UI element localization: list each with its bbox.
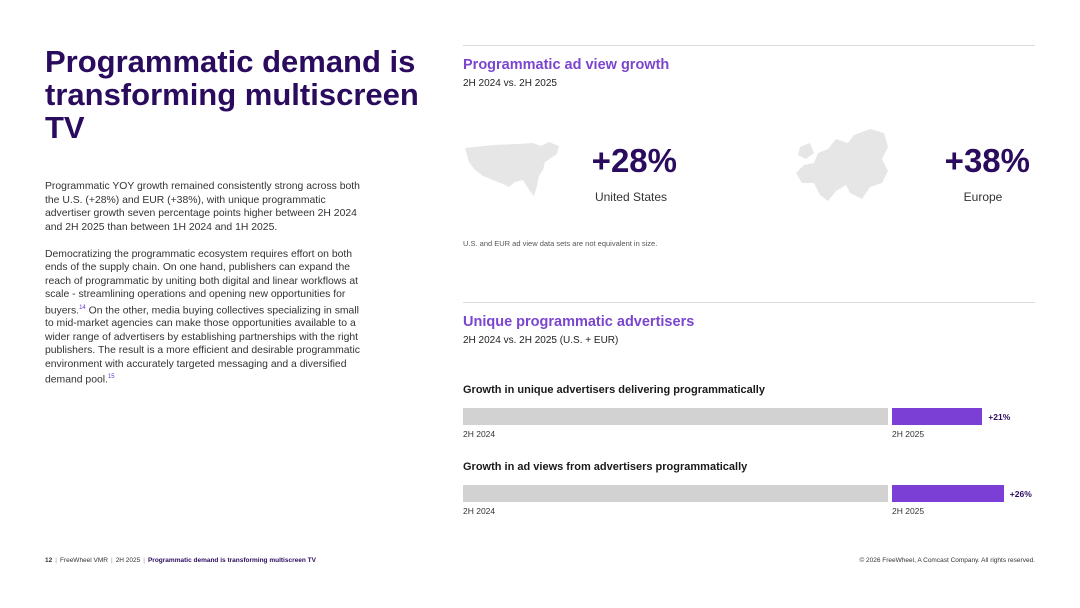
chart-2-bar-2h-2025: [892, 485, 1004, 502]
europe-label: Europe: [963, 190, 1003, 204]
chart-2-title: Growth in ad views from advertisers prog…: [463, 461, 748, 473]
ad-view-growth-subtitle: 2H 2024 vs. 2H 2025: [463, 78, 557, 89]
us-label: United States: [594, 190, 668, 204]
chart-1-bar-2h-2024: [463, 408, 888, 425]
data-set-footnote: U.S. and EUR ad view data sets are not e…: [463, 239, 658, 248]
chart-2-label-2h-2024: 2H 2024: [463, 506, 496, 516]
paragraph-2-part-a: Democratizing the programmatic ecosystem…: [45, 248, 359, 316]
page-title: Programmatic demand is transforming mult…: [45, 44, 419, 145]
paragraph-2: Democratizing the programmatic ecosystem…: [45, 248, 370, 388]
footer-doc-title: Programmatic demand is transforming mult…: [147, 557, 316, 564]
ad-view-growth-title: Programmatic ad view growth: [463, 57, 670, 73]
footer-copyright: © 2026 FreeWheel, A Comcast Company. All…: [859, 557, 1035, 564]
us-map-icon: [465, 142, 559, 196]
section-divider-top: [463, 45, 1035, 46]
footer-left: 12 | FreeWheel VMR | 2H 2025 | Programmatic de…: [45, 557, 316, 564]
europe-map-icon: [796, 129, 888, 201]
body-text: Programmatic YOY growth remained consist…: [45, 180, 370, 401]
footer-publisher: FreeWheel VMR: [59, 557, 108, 564]
footnote-ref-14[interactable]: 14: [79, 304, 86, 311]
section-divider-middle: [463, 302, 1035, 303]
chart-2-bar-2h-2024: [463, 485, 888, 502]
chart-1-label-2h-2024: 2H 2024: [463, 429, 496, 439]
chart-1-growth-label: +21%: [988, 412, 1011, 422]
footer-period: 2H 2025: [115, 557, 141, 564]
chart-2-growth-label: +26%: [1009, 489, 1032, 499]
paragraph-1: Programmatic YOY growth remained consist…: [45, 181, 360, 233]
footnote-ref-15[interactable]: 15: [107, 374, 115, 381]
chart-1-label-2h-2025: 2H 2025: [892, 429, 925, 439]
paragraph-2-part-b: On the other, media buying collectives s…: [45, 304, 360, 386]
unique-advertisers-title: Unique programmatic advertisers: [463, 314, 695, 330]
unique-advertisers-subtitle: 2H 2024 vs. 2H 2025 (U.S. + EUR): [463, 335, 619, 346]
chart-1-title: Growth in unique advertisers delivering …: [463, 384, 765, 396]
chart-1-bar-2h-2025: [892, 408, 983, 425]
us-growth-value: +28%: [591, 142, 677, 179]
chart-2-label-2h-2025: 2H 2025: [892, 506, 925, 516]
europe-growth-value: +38%: [944, 142, 1030, 179]
page-number: 12: [45, 557, 53, 564]
